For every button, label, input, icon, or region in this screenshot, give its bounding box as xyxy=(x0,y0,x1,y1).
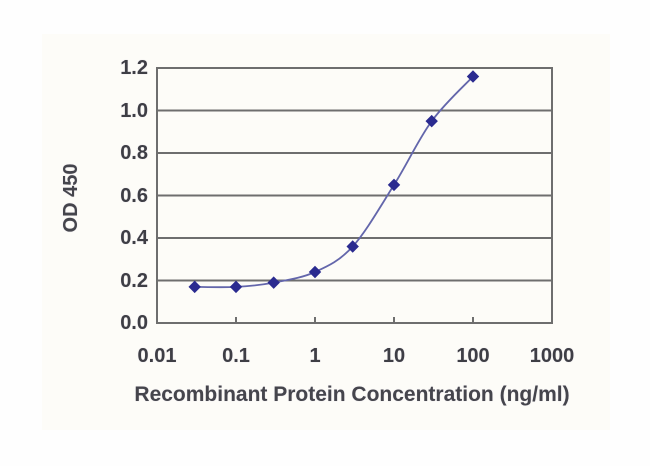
y-axis-title: OD 450 xyxy=(60,163,82,233)
series-curve xyxy=(193,75,474,289)
data-point-marker xyxy=(188,280,201,294)
plot-border xyxy=(156,67,553,324)
y-tick-label: 0.6 xyxy=(120,185,148,207)
x-axis-title: Recombinant Protein Concentration (ng/ml… xyxy=(134,383,570,406)
data-point-marker xyxy=(346,240,359,253)
series-markers xyxy=(188,70,480,294)
data-point-marker xyxy=(229,280,243,294)
x-tick-label: 0.1 xyxy=(222,345,250,367)
x-tick-label: 100 xyxy=(456,345,490,367)
y-tick-label: 1.2 xyxy=(120,57,148,79)
data-point-marker xyxy=(308,265,322,279)
plot-frame xyxy=(156,67,553,324)
data-point-marker xyxy=(267,276,280,289)
x-tick-label: 1000 xyxy=(529,345,575,367)
data-point-marker xyxy=(466,70,480,83)
x-tick-label: 10 xyxy=(382,345,406,367)
x-tick-label: 1 xyxy=(309,345,321,367)
y-tick-label: 0.0 xyxy=(120,312,148,334)
y-tick-label: 0.8 xyxy=(120,142,148,164)
x-tick-label: 0.01 xyxy=(137,345,177,367)
y-tick-label: 0.4 xyxy=(120,227,148,249)
y-tick-label: 1.0 xyxy=(120,100,148,122)
chart-background xyxy=(42,34,610,430)
series-line xyxy=(193,75,474,289)
y-tick-label: 0.2 xyxy=(120,270,148,292)
data-point-marker xyxy=(387,178,401,192)
x-axis-ticks xyxy=(235,317,474,322)
data-point-marker xyxy=(425,114,438,128)
gridlines xyxy=(157,109,552,282)
